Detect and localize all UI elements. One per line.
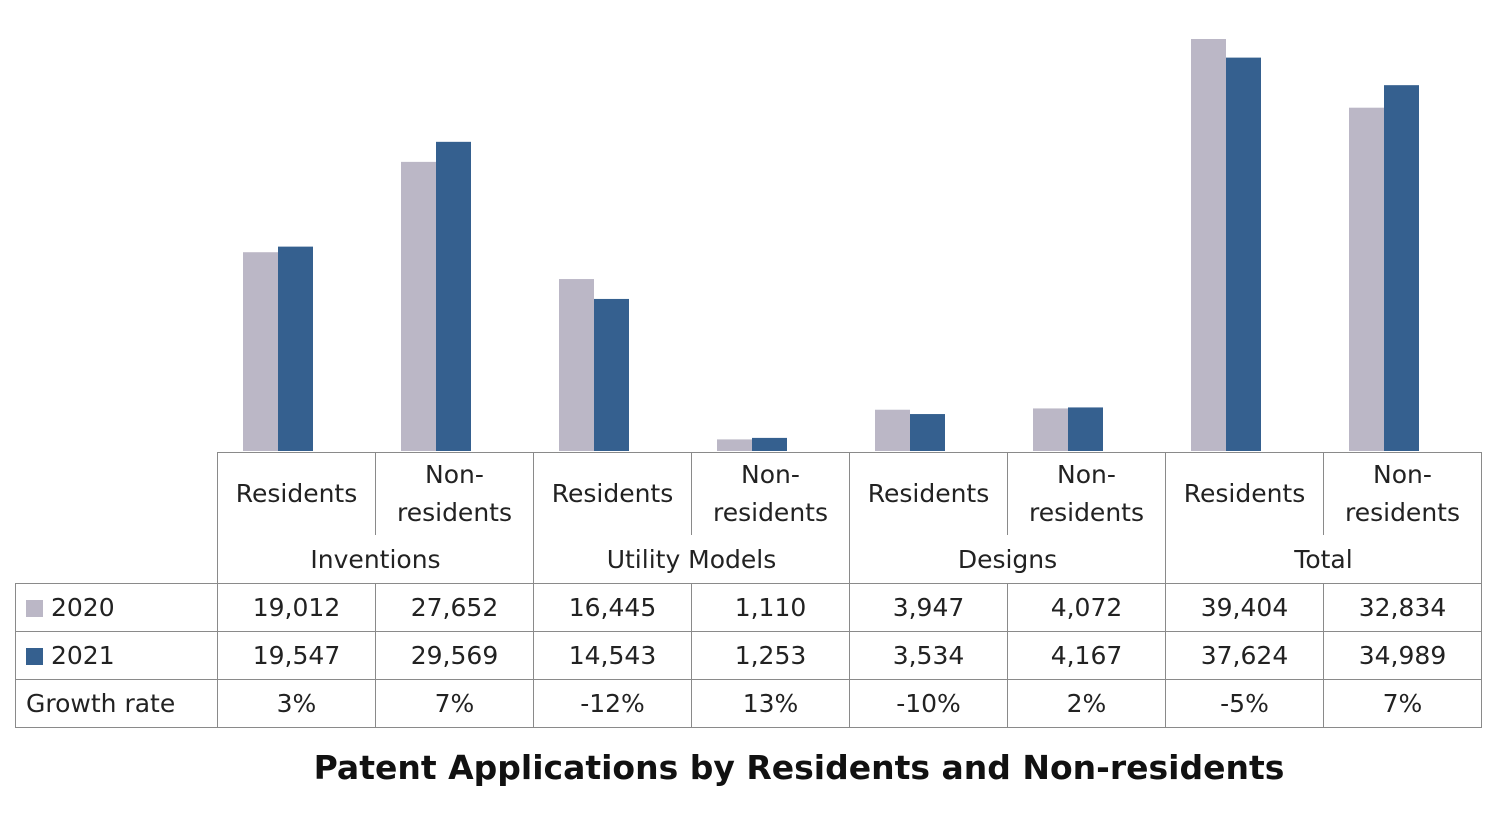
bar-2021-1 <box>436 142 471 451</box>
legend-swatch-2020 <box>26 600 43 617</box>
growth-value: 2% <box>1008 680 1166 728</box>
data-label: 29,569 <box>376 632 534 680</box>
bar-2020-5 <box>1033 408 1068 451</box>
legend-entry-2020: 2020 <box>16 584 218 632</box>
bar-2020-0 <box>243 252 278 451</box>
data-label: 1,110 <box>692 584 850 632</box>
group-label: Designs <box>850 535 1166 584</box>
growth-value: -12% <box>534 680 692 728</box>
bar-2020-6 <box>1191 39 1226 451</box>
data-label: 27,652 <box>376 584 534 632</box>
category-label: Residents <box>850 453 1008 536</box>
data-label: 34,989 <box>1324 632 1482 680</box>
growth-value: 7% <box>376 680 534 728</box>
growth-value: 13% <box>692 680 850 728</box>
data-label: 14,543 <box>534 632 692 680</box>
bar-2021-7 <box>1384 85 1419 451</box>
growth-value: 7% <box>1324 680 1482 728</box>
data-label: 3,947 <box>850 584 1008 632</box>
bar-2021-3 <box>752 438 787 451</box>
bar-2020-4 <box>875 410 910 451</box>
growth-row: Growth rate 3% 7% -12% 13% -10% 2% -5% 7… <box>16 680 1482 728</box>
data-label: 4,167 <box>1008 632 1166 680</box>
growth-value: -10% <box>850 680 1008 728</box>
bar-2021-2 <box>594 299 629 451</box>
legend-label: 2020 <box>51 593 115 622</box>
series-row-2021: 2021 19,547 29,569 14,543 1,253 3,534 4,… <box>16 632 1482 680</box>
group-label: Inventions <box>218 535 534 584</box>
category-label: Non- residents <box>1008 453 1166 536</box>
bar-2020-2 <box>559 279 594 451</box>
group-label: Total <box>1166 535 1482 584</box>
data-label: 4,072 <box>1008 584 1166 632</box>
data-label: 19,547 <box>218 632 376 680</box>
data-label: 19,012 <box>218 584 376 632</box>
category-label: Non- residents <box>376 453 534 536</box>
bar-2021-5 <box>1068 407 1103 451</box>
bar-2021-0 <box>278 247 313 451</box>
legend-entry-2021: 2021 <box>16 632 218 680</box>
bar-plot-area <box>0 0 1512 452</box>
group-label: Utility Models <box>534 535 850 584</box>
legend-swatch-2021 <box>26 648 43 665</box>
corner-cell <box>16 453 218 584</box>
series-row-2020: 2020 19,012 27,652 16,445 1,110 3,947 4,… <box>16 584 1482 632</box>
category-label: Residents <box>1166 453 1324 536</box>
bar-2021-6 <box>1226 58 1261 451</box>
growth-value: -5% <box>1166 680 1324 728</box>
data-label: 32,834 <box>1324 584 1482 632</box>
data-table: Residents Non- residents Residents Non- … <box>15 452 1482 728</box>
bar-2020-7 <box>1349 108 1384 451</box>
bar-2020-3 <box>717 439 752 451</box>
data-label: 37,624 <box>1166 632 1324 680</box>
bar-2020-1 <box>401 162 436 451</box>
bar-2021-4 <box>910 414 945 451</box>
data-label: 3,534 <box>850 632 1008 680</box>
growth-value: 3% <box>218 680 376 728</box>
growth-label: Growth rate <box>16 680 218 728</box>
category-label: Residents <box>534 453 692 536</box>
data-label: 1,253 <box>692 632 850 680</box>
category-label: Non- residents <box>692 453 850 536</box>
data-label: 16,445 <box>534 584 692 632</box>
subcategory-row: Residents Non- residents Residents Non- … <box>16 453 1482 536</box>
legend-label: 2021 <box>51 641 115 670</box>
category-label: Residents <box>218 453 376 536</box>
data-label: 39,404 <box>1166 584 1324 632</box>
group-row: Inventions Utility Models Designs Total <box>16 535 1482 584</box>
chart-title: Patent Applications by Residents and Non… <box>0 748 1512 787</box>
category-label: Non- residents <box>1324 453 1482 536</box>
